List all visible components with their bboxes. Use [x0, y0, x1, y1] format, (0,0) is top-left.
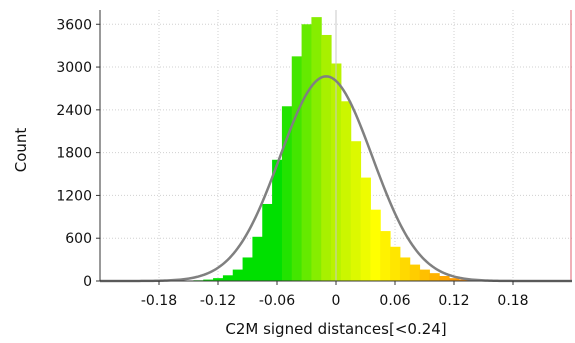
- x-tick-label: 0.18: [497, 293, 528, 309]
- x-axis-label: C2M signed distances[<0.24]: [225, 320, 446, 338]
- histogram-bar: [321, 34, 332, 281]
- histogram-bar: [203, 279, 214, 281]
- y-tick-label: 0: [83, 274, 92, 290]
- histogram-bar: [213, 278, 224, 281]
- histogram-bar: [222, 275, 234, 281]
- histogram-bar: [272, 159, 283, 281]
- histogram-bar: [360, 177, 371, 281]
- y-tick-label: 2400: [56, 103, 92, 119]
- y-tick-label: 3000: [56, 60, 92, 76]
- histogram-bar: [311, 17, 322, 281]
- histogram-bar: [350, 141, 362, 281]
- x-tick-label: -0.12: [200, 293, 236, 309]
- x-tick-label: -0.18: [141, 293, 177, 309]
- histogram-bar: [399, 257, 411, 281]
- y-tick-label: 3600: [56, 17, 92, 33]
- x-tick-label: 0: [332, 293, 341, 309]
- histogram-bar: [390, 246, 401, 281]
- histogram-bar: [449, 278, 460, 281]
- histogram-bar: [370, 209, 381, 281]
- histogram-bar: [458, 279, 470, 281]
- histogram-bar: [232, 269, 244, 281]
- x-tick-labels: -0.18 -0.12 -0.06 0 0.06 0.12 0.18: [141, 293, 529, 309]
- histogram-bar: [262, 203, 273, 281]
- y-axis-label: Count: [12, 128, 30, 173]
- histogram-bar: [340, 101, 352, 281]
- histogram-bar: [429, 273, 440, 281]
- y-tick-label: 600: [65, 231, 92, 247]
- axes: [96, 10, 572, 285]
- histogram-bar: [252, 236, 263, 281]
- histogram-bar: [380, 231, 391, 281]
- histogram-bar: [281, 106, 293, 282]
- histogram-bar: [301, 24, 312, 282]
- y-tick-labels: 0 600 1200 1800 2400 3000 3600: [56, 17, 92, 290]
- histogram-bar: [439, 276, 450, 281]
- x-tick-label: -0.06: [259, 293, 295, 309]
- histogram-bar: [291, 56, 303, 282]
- histogram-bar: [409, 264, 421, 281]
- histogram-bar: [419, 269, 430, 281]
- histogram-bar: [242, 257, 253, 281]
- y-tick-label: 1800: [56, 146, 92, 162]
- y-tick-label: 1200: [56, 188, 92, 204]
- x-tick-label: 0.12: [438, 293, 469, 309]
- x-tick-label: 0.06: [379, 293, 410, 309]
- histogram-bars: [193, 10, 572, 282]
- grid-lines: [100, 10, 572, 281]
